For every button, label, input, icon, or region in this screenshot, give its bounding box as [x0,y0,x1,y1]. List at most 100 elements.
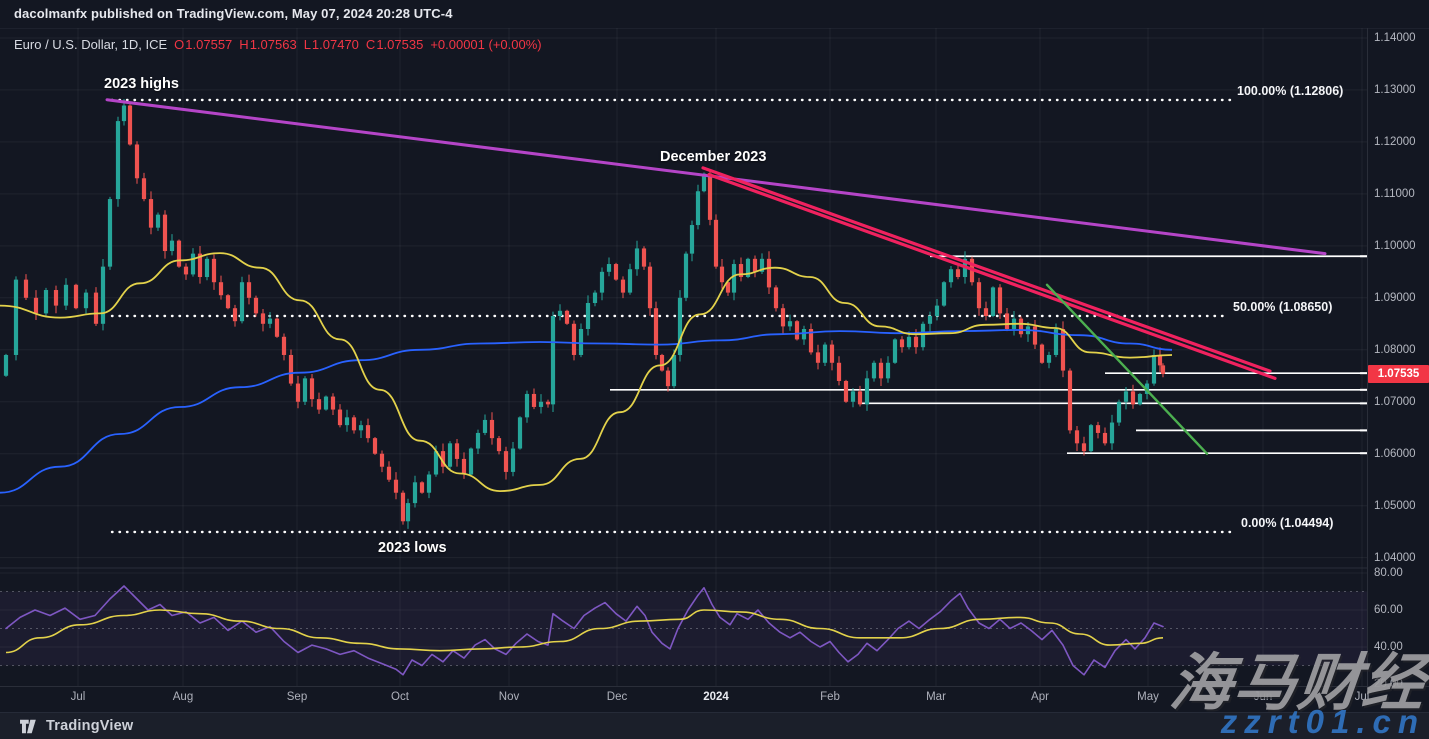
candle-body [155,214,161,228]
last-price-badge: 1.07535 [1368,364,1429,383]
main-price-chart[interactable] [0,0,1429,712]
candle-body [1102,432,1108,444]
candle-body [141,178,147,200]
candle-body [592,292,598,304]
rsi-axis-label: 20.00 [1374,678,1403,690]
candle-body [1095,425,1101,433]
candle-body [127,105,133,145]
candle-body [738,264,744,278]
trendline-green-short-downtrend[interactable] [1045,283,1209,455]
price-axis-label: 1.11000 [1374,187,1415,200]
candle-body [752,258,758,272]
candle-body [773,287,779,309]
candle-body [578,328,584,355]
candle-body [1123,391,1129,402]
candle-body [53,290,59,306]
candle-body [330,396,336,410]
candle-body [1157,354,1163,366]
time-axis-label: Apr [1031,691,1049,703]
price-axis-label: 1.09000 [1374,291,1416,304]
candle-body [503,451,509,472]
candle-body [134,144,140,179]
candle-body [538,401,544,407]
candle-body [731,264,737,293]
symbol-title[interactable]: Euro / U.S. Dollar, 1D, ICE [14,36,168,52]
candle-body [475,432,481,449]
candle-body [419,482,425,493]
annotation-2023-lows[interactable]: 2023 lows [378,540,447,556]
candle-body [864,378,870,405]
candle-body [620,279,626,293]
time-axis[interactable] [0,686,1429,713]
candle-body [246,282,252,298]
candle-body [524,393,530,418]
candle-body [627,269,633,293]
tradingview-logo[interactable]: TradingView [20,718,133,734]
candle-body [379,453,385,467]
candle-body [913,336,919,348]
time-axis-label: Feb [820,691,840,703]
candle-body [641,248,647,267]
high-label: H [239,36,249,52]
high-value: 1.07563 [249,36,297,52]
annotation-december-2023[interactable]: December 2023 [660,149,767,165]
candle-body [1137,393,1143,405]
trendline-pink-channel-upper[interactable] [701,166,1272,373]
candle-body [613,264,619,280]
candle-body [997,287,1003,314]
time-axis-label: Oct [391,691,409,703]
fib-label-100[interactable]: 100.00% (1.12806) [1237,84,1344,98]
fib-label-0[interactable]: 0.00% (1.04494) [1241,516,1334,530]
candle-body [599,271,605,293]
candle-body [302,378,308,402]
rsi-line [5,585,1164,676]
price-axis-label: 1.06000 [1374,447,1416,460]
candle-body [169,240,175,252]
candle-body [671,354,677,387]
candle-body [288,354,294,384]
candle-body [454,443,460,459]
candle-body [941,282,947,306]
candle-body [176,240,182,267]
fib-label-50[interactable]: 50.00% (1.08650) [1233,300,1333,314]
candle-body [344,417,350,426]
time-axis-label: Aug [172,691,194,703]
candle-body [93,292,99,324]
candle-body [759,258,765,272]
candle-body [468,448,474,475]
candle-body [689,225,695,254]
candle-body [683,253,689,298]
price-axis-label: 1.08000 [1374,343,1416,356]
trendline-pink-channel-lower[interactable] [707,173,1277,380]
candle-body [274,318,280,337]
candle-body [440,451,446,467]
watermark-url: zzrt01.cn [1220,703,1425,739]
chart-legend[interactable]: Euro / U.S. Dollar, 1D, ICE O 1.07557 H 1.… [14,35,542,53]
candle-body [934,305,940,316]
candle-body [365,425,371,439]
candle-body [239,282,245,322]
price-axis[interactable] [1367,28,1429,686]
candle-body [976,282,982,309]
low-label: L [303,36,311,52]
candle-body [1018,318,1024,335]
open-value: 1.07557 [185,36,233,52]
candle-body [204,258,210,278]
candle-body [808,328,814,353]
candle-body [983,308,989,316]
time-axis-label: Jul [1354,691,1370,703]
candle-body [400,492,406,522]
ma-200-blue-line [0,329,1173,494]
candle-body [337,409,343,426]
annotation-2023-highs[interactable]: 2023 highs [104,76,179,92]
candle-body [43,290,49,314]
candle-body [23,279,29,298]
candle-body [447,443,453,467]
candle-body [393,479,399,493]
candle-body [955,269,961,278]
candle-body [281,336,287,355]
candle-body [253,297,259,314]
candle-body [815,352,821,363]
candle-body [780,308,786,327]
candle-body [822,344,828,363]
